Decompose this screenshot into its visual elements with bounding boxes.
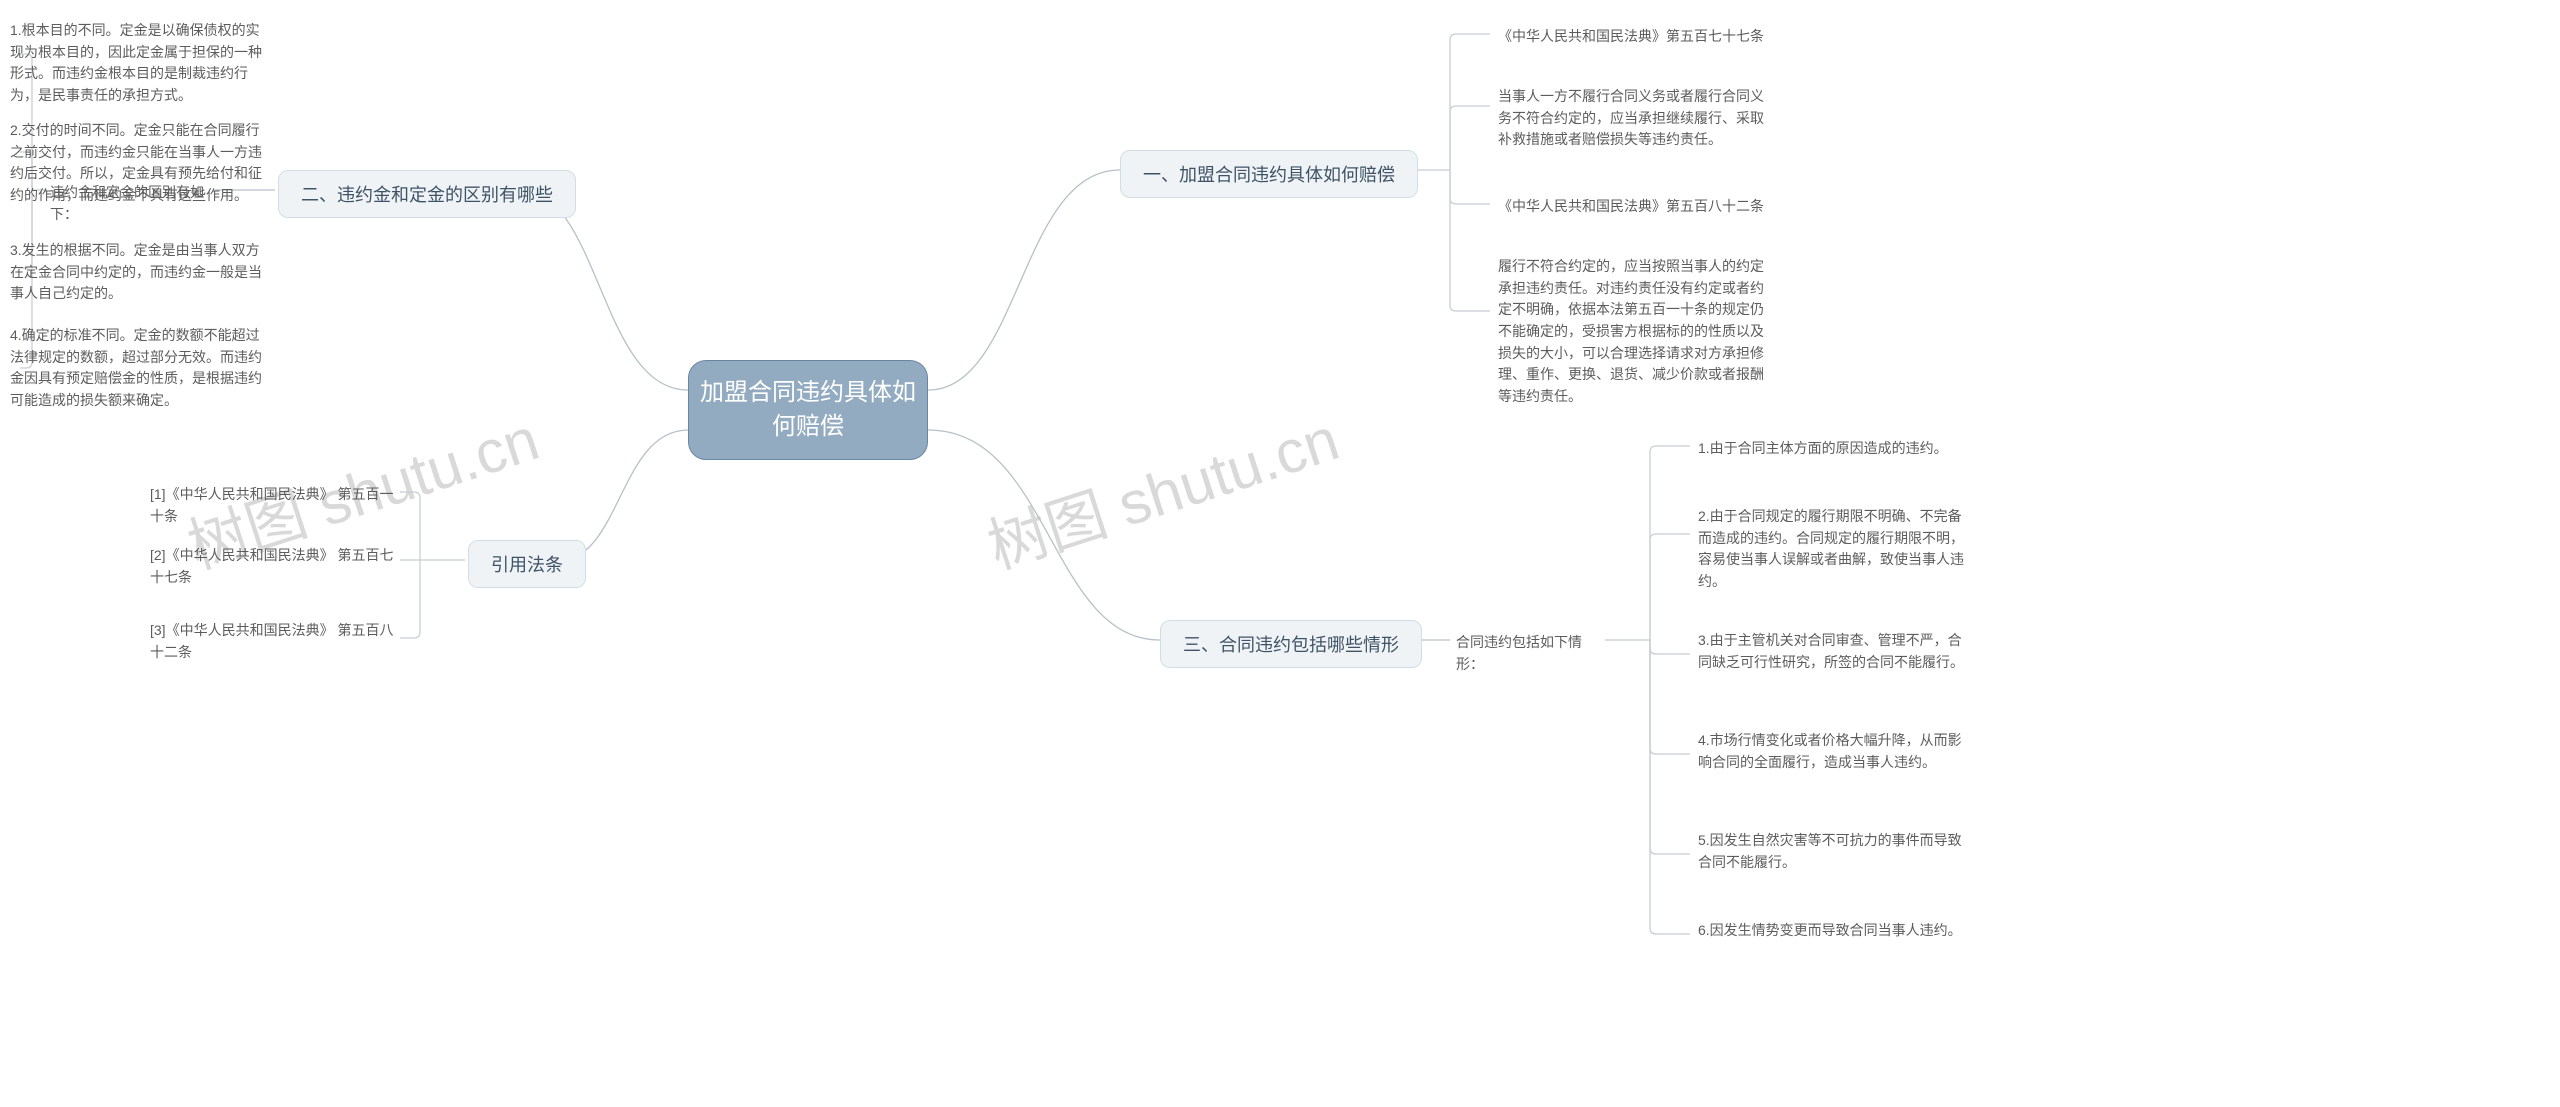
leaf-r2-5: 6.因发生情势变更而导致合同当事人违约。 [1698, 920, 1968, 942]
leaf-l2-1: [2]《中华人民共和国民法典》 第五百七十七条 [150, 545, 400, 588]
branch-l1: 二、违约金和定金的区别有哪些 [278, 170, 576, 218]
leaf-l1-3: 4.确定的标准不同。定金的数额不能超过法律规定的数额，超过部分无效。而违约金因具… [10, 325, 265, 412]
leaf-l1-1: 2.交付的时间不同。定金只能在合同履行之前交付，而违约金只能在当事人一方违约后交… [10, 120, 265, 207]
branch-l2: 引用法条 [468, 540, 586, 588]
leaf-r1-0: 《中华人民共和国民法典》第五百七十七条 [1498, 26, 1768, 48]
center-topic: 加盟合同违约具体如何赔偿 [688, 360, 928, 460]
leaf-r2-0: 1.由于合同主体方面的原因造成的违约。 [1698, 438, 1968, 460]
leaf-l2-2: [3]《中华人民共和国民法典》 第五百八十二条 [150, 620, 400, 663]
leaf-r1-2: 《中华人民共和国民法典》第五百八十二条 [1498, 196, 1768, 218]
branch-r2: 三、合同违约包括哪些情形 [1160, 620, 1422, 668]
leaf-r1-1: 当事人一方不履行合同义务或者履行合同义务不符合约定的，应当承担继续履行、采取补救… [1498, 86, 1768, 151]
leaf-r2-1: 2.由于合同规定的履行期限不明确、不完备而造成的违约。合同规定的履行期限不明，容… [1698, 506, 1968, 593]
leaf-l2-0: [1]《中华人民共和国民法典》 第五百一十条 [150, 484, 400, 527]
leaf-r2-3: 4.市场行情变化或者价格大幅升降，从而影响合同的全面履行，造成当事人违约。 [1698, 730, 1968, 773]
leaf-r2-4: 5.因发生自然灾害等不可抗力的事件而导致合同不能履行。 [1698, 830, 1968, 873]
sub-r2: 合同违约包括如下情形： [1456, 632, 1606, 675]
leaf-l1-2: 3.发生的根据不同。定金是由当事人双方在定金合同中约定的，而违约金一般是当事人自… [10, 240, 265, 305]
branch-r1: 一、加盟合同违约具体如何赔偿 [1120, 150, 1418, 198]
leaf-r1-3: 履行不符合约定的，应当按照当事人的约定承担违约责任。对违约责任没有约定或者约定不… [1498, 256, 1768, 408]
leaf-r2-2: 3.由于主管机关对合同审查、管理不严，合同缺乏可行性研究，所签的合同不能履行。 [1698, 630, 1968, 673]
leaf-l1-0: 1.根本目的不同。定金是以确保债权的实现为根本目的，因此定金属于担保的一种形式。… [10, 20, 265, 107]
